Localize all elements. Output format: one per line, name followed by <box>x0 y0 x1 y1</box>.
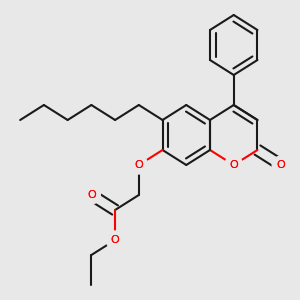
Text: O: O <box>87 190 96 200</box>
Text: O: O <box>230 160 238 170</box>
Text: O: O <box>134 160 143 170</box>
Text: O: O <box>111 235 119 245</box>
Text: O: O <box>111 235 119 245</box>
Text: O: O <box>87 190 96 200</box>
Text: O: O <box>277 160 286 170</box>
Circle shape <box>106 231 124 249</box>
Circle shape <box>225 156 243 174</box>
Text: O: O <box>277 160 286 170</box>
Circle shape <box>130 156 148 174</box>
Text: O: O <box>230 160 238 170</box>
Circle shape <box>272 156 290 174</box>
Circle shape <box>82 186 100 204</box>
Text: O: O <box>134 160 143 170</box>
